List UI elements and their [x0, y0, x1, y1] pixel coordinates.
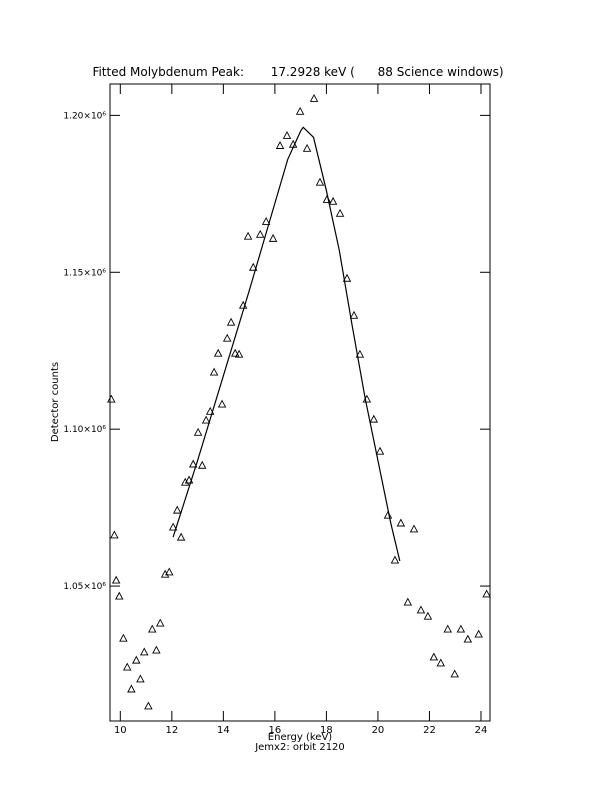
x-tick-label: 12: [165, 725, 178, 736]
data-point: [230, 348, 240, 357]
data-point: [328, 196, 338, 205]
x-tick-label: 18: [320, 725, 333, 736]
data-point: [119, 633, 128, 642]
x-tick-label: 10: [114, 725, 127, 736]
data-point: [201, 415, 211, 424]
data-point: [482, 589, 491, 598]
data-point: [355, 349, 365, 358]
data-point: [155, 618, 165, 627]
data-point: [222, 333, 232, 342]
data-point: [123, 662, 132, 671]
data-point: [375, 446, 385, 455]
data-point: [209, 367, 219, 376]
data-point: [349, 310, 359, 319]
data-point: [261, 216, 271, 225]
data-point: [275, 141, 285, 149]
data-point: [416, 605, 426, 614]
y-tick-label: 1.15×10⁶: [63, 268, 106, 278]
data-point: [160, 569, 170, 578]
x-tick-label: 14: [217, 725, 230, 736]
x-tick-label: 20: [372, 725, 385, 736]
y-tick-label: 1.20×10⁶: [63, 111, 106, 121]
data-point: [429, 652, 439, 661]
data-point: [383, 510, 393, 519]
data-point: [111, 575, 121, 584]
fit-line: [172, 126, 401, 562]
data-point: [147, 624, 157, 633]
data-point: [234, 349, 244, 358]
data-point: [463, 634, 473, 643]
x-tick-label: 24: [475, 725, 488, 736]
x-axis-label: Energy (keV): [268, 732, 333, 743]
data-point: [390, 555, 400, 564]
data-point: [248, 262, 258, 271]
data-point: [132, 655, 141, 664]
data-point: [302, 143, 312, 152]
data-point: [217, 399, 227, 408]
data-point: [315, 177, 325, 186]
data-point: [152, 645, 161, 654]
data-point: [110, 530, 119, 539]
data-point: [282, 131, 292, 139]
data-point: [197, 460, 207, 469]
data-point: [409, 524, 419, 533]
x-tick-label: 22: [423, 725, 436, 736]
x-tick-label: 16: [269, 725, 282, 736]
y-axis-label: Detector counts: [50, 362, 61, 442]
data-point: [456, 624, 466, 633]
data-point: [342, 273, 352, 282]
data-point: [268, 233, 278, 242]
data-point: [403, 597, 413, 606]
subtitle: Jemx2: orbit 2120: [254, 742, 345, 753]
data-point: [107, 394, 116, 403]
data-point: [144, 701, 153, 710]
data-point: [443, 624, 453, 633]
data-point: [450, 669, 459, 678]
data-point: [136, 674, 145, 683]
data-point: [172, 505, 182, 514]
data-point: [255, 229, 265, 238]
data-point: [309, 93, 319, 102]
data-point: [226, 317, 236, 326]
data-point: [213, 348, 223, 357]
data-point: [369, 414, 379, 423]
data-point: [436, 658, 446, 667]
y-tick-label: 1.05×10⁶: [63, 582, 106, 592]
data-point: [168, 522, 178, 531]
data-point: [396, 518, 406, 527]
data-point: [165, 567, 174, 576]
data-point: [180, 477, 190, 486]
chart-title: Fitted Molybdenum Peak: 17.2928 keV ( 88…: [92, 65, 503, 79]
data-point: [423, 611, 433, 620]
data-point: [335, 208, 345, 217]
data-point: [188, 459, 198, 468]
y-tick-label: 1.10×10⁶: [63, 425, 106, 435]
data-point: [474, 629, 483, 638]
plot-frame: [109, 83, 491, 722]
data-point: [295, 106, 305, 115]
data-point: [205, 406, 215, 415]
data-point: [193, 427, 203, 436]
data-point: [127, 684, 136, 693]
data-point: [176, 532, 186, 541]
data-point: [140, 647, 149, 656]
data-point: [115, 591, 124, 600]
data-point: [243, 231, 253, 240]
